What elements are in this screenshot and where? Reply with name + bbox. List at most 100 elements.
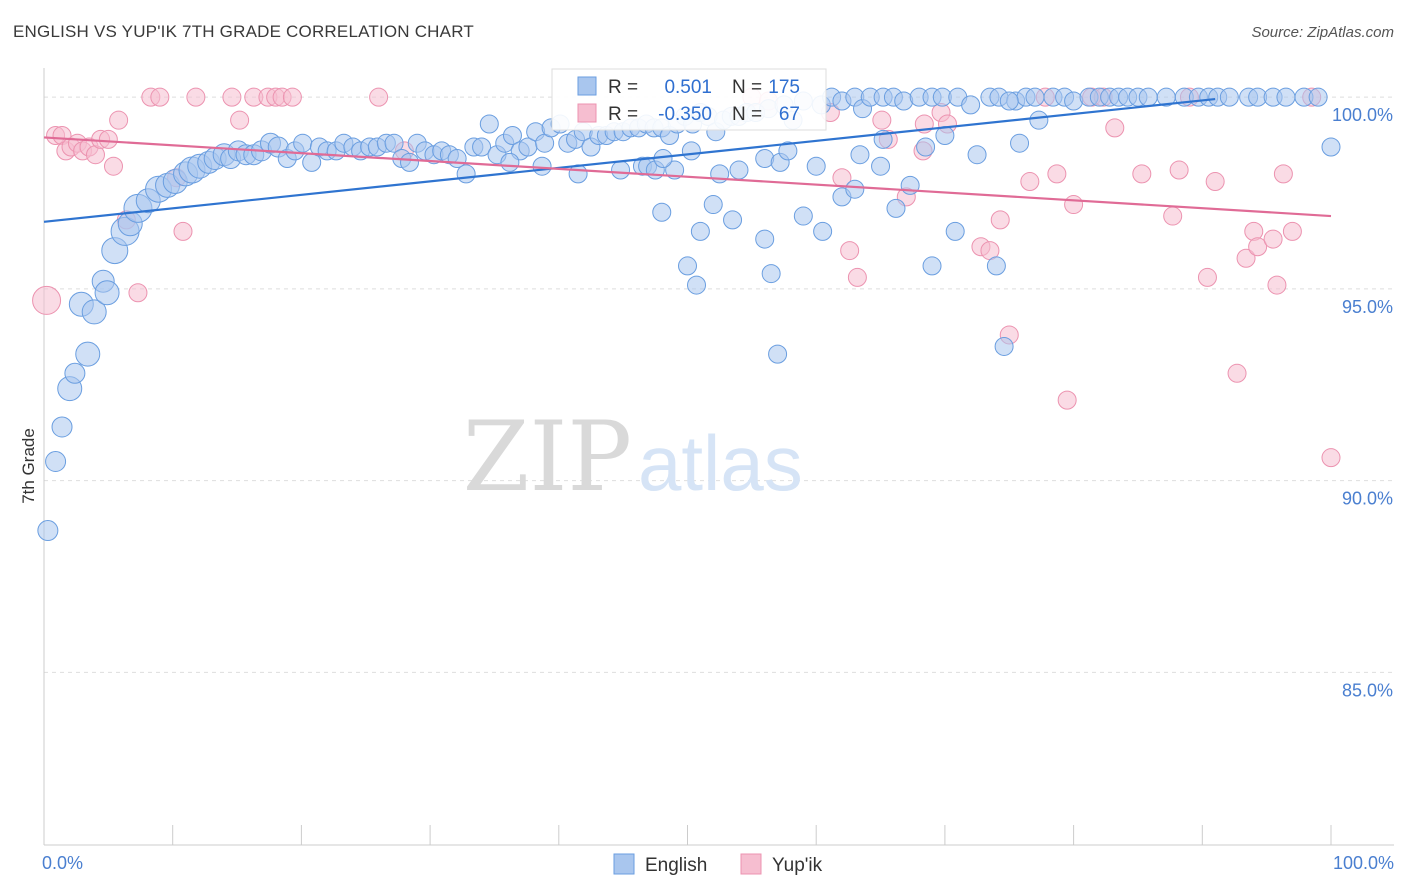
english-point [81,299,107,325]
english-point [94,280,120,306]
bottom-legend: English Yup'ik [613,853,823,876]
yupik-point [1263,229,1283,249]
legend-n-label: N = [732,104,762,125]
yupik-point [1321,448,1341,468]
english-point [532,156,552,176]
legend-swatch-english [577,76,597,96]
yupik-point [1132,164,1152,184]
english-point [1276,87,1296,107]
yupik-trend-line [43,136,1332,218]
yupik-point [1236,248,1256,268]
yupik-point [282,87,302,107]
english-point [793,206,813,226]
yupik-point [990,210,1010,230]
yupik-point [369,87,389,107]
y-axis-title: 7th Grade [19,428,38,504]
x-tick-label: 0.0% [42,853,83,873]
english-point [64,362,86,384]
english-point [681,141,701,161]
legend: R = 0.501 N = 175 R = -0.350 N = 67 [551,68,827,131]
yupik-point [1105,118,1125,138]
yupik-point [1163,206,1183,226]
watermark: ZIP atlas [463,401,803,513]
legend-n-value: 175 [768,77,800,98]
yupik-point [1169,160,1189,180]
english-point [761,264,781,284]
english-point [813,221,833,241]
bottom-legend-swatch-english [613,853,635,875]
yupik-point [1205,172,1225,192]
english-point [652,202,672,222]
english-point [755,229,775,249]
english-point [472,137,492,157]
english-point [845,179,865,199]
legend-r-label: R = [608,77,638,98]
english-point [456,164,476,184]
english-point [723,210,743,230]
english-point [729,160,749,180]
english-point [961,95,981,115]
yupik-point [98,129,118,149]
english-point [945,221,965,241]
english-point [850,145,870,165]
y-tick-label: 85.0% [1342,680,1393,700]
english-point [1029,110,1049,130]
english-point [986,256,1006,276]
yupik-point [1197,267,1217,287]
english-point [922,256,942,276]
x-axis: 0.0% 100.0% [42,68,1394,873]
legend-r-value: -0.350 [658,104,712,125]
chart-title: ENGLISH VS YUP'IK 7TH GRADE CORRELATION … [13,22,474,41]
english-point [1321,137,1341,157]
legend-n-label: N = [732,77,762,98]
english-point [687,275,707,295]
bottom-legend-swatch-yupik [740,853,762,875]
english-point [45,451,67,472]
y-tick-label: 95.0% [1342,297,1393,317]
yupik-point [186,87,206,107]
gridlines [44,96,1394,673]
yupik-point [103,156,123,176]
yupik-point [109,110,129,130]
english-point [994,336,1014,356]
legend-r-label: R = [608,104,638,125]
english-point [886,198,906,218]
bottom-legend-label-english: English [645,855,707,876]
english-trend-line [43,97,1216,223]
yupik-point [128,283,148,303]
english-point [678,256,697,276]
yupik-point [230,110,250,130]
english-point [935,126,955,146]
english-point [1138,87,1158,107]
watermark-zip: ZIP [463,401,632,513]
yupik-point [32,285,62,315]
english-point [806,156,826,176]
yupik-point [847,267,867,287]
english-point [293,133,313,153]
source-label: Source: ZipAtlas.com [1251,24,1394,41]
yupik-point [840,241,860,261]
yupik-point [872,110,892,130]
yupik-point [1267,275,1287,295]
y-axis-labels: 85.0% 90.0% 95.0% 100.0% [1332,105,1393,700]
yupik-point [150,87,170,107]
english-point [690,221,710,241]
english-point [400,152,420,172]
legend-box [551,68,827,131]
english-point [1308,87,1328,107]
yupik-point [1248,237,1268,257]
yupik-point [173,221,193,241]
english-point [1219,87,1239,107]
yupik-point [1020,172,1040,192]
english-point [999,91,1019,111]
yupik-point [1047,164,1067,184]
english-point [75,341,101,367]
english-point [703,195,723,215]
english-point [611,160,631,180]
english-point [384,133,404,153]
english-point [502,126,522,146]
yupik-point [1282,221,1302,241]
y-tick-label: 90.0% [1342,489,1393,509]
watermark-atlas: atlas [638,419,803,507]
